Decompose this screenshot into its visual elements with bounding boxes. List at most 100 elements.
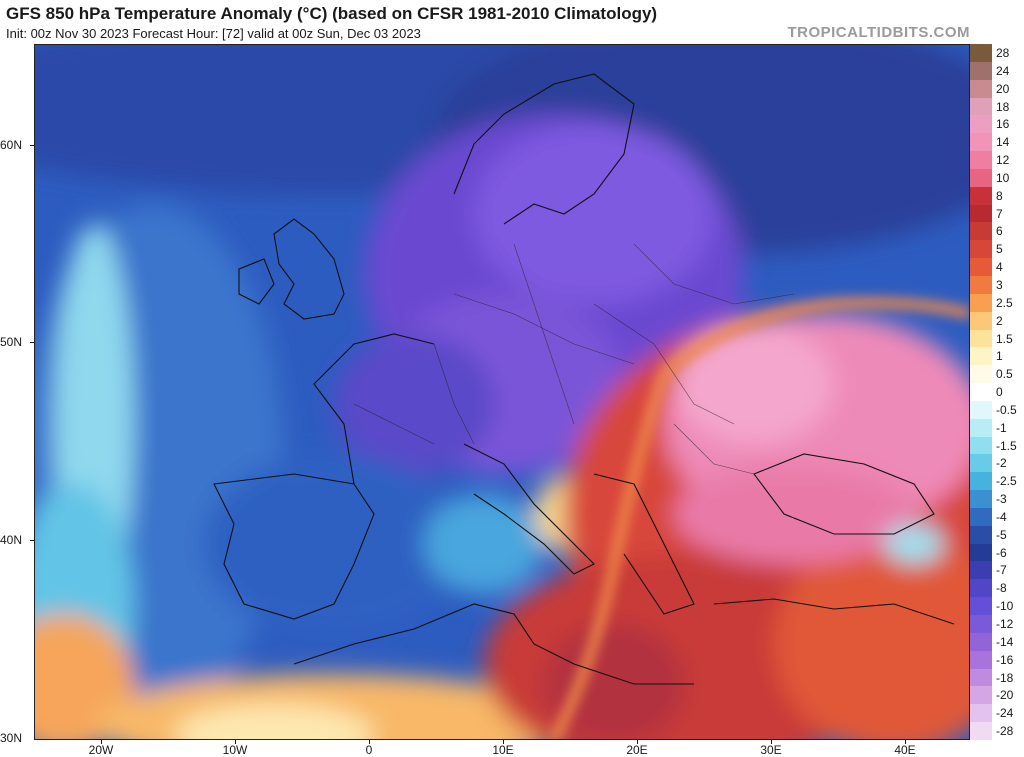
colorbar-swatch: 0 (970, 383, 1022, 401)
colorbar-label: 0.5 (996, 367, 1013, 382)
colorbar-swatch: 0.5 (970, 365, 1022, 384)
lon-label-20e: 20E (626, 743, 648, 757)
coastlines (213, 73, 955, 685)
colorbar-swatch: -14 (970, 632, 1022, 651)
colorbar-color (970, 383, 992, 401)
colorbar-color (970, 186, 992, 205)
colorbar-label: 2.5 (996, 295, 1013, 310)
colorbar-swatch: -2 (970, 454, 1022, 473)
lon-label-10w: 10W (222, 743, 248, 757)
colorbar-label: -10 (996, 599, 1014, 614)
colorbar-swatch: -7 (970, 561, 1022, 580)
colorbar-color (970, 240, 992, 259)
colorbar-swatch: 20 (970, 79, 1022, 98)
colorbar-color (970, 722, 992, 740)
colorbar-swatch: -28 (970, 722, 1022, 740)
colorbar-label: 14 (996, 135, 1010, 150)
anomaly-field (34, 44, 970, 740)
colorbar-label: 1.5 (996, 331, 1013, 346)
colorbar-label: -20 (996, 688, 1014, 703)
colorbar-label: 4 (996, 260, 1003, 275)
colorbar-swatch: 24 (970, 61, 1022, 80)
colorbar-color (970, 311, 992, 330)
colorbar-color (970, 61, 992, 80)
colorbar-color (970, 133, 992, 152)
colorbar-swatch: 18 (970, 97, 1022, 116)
colorbar-swatch: 3 (970, 275, 1022, 294)
colorbar-swatch: -6 (970, 543, 1022, 562)
colorbar-label: -24 (996, 706, 1014, 721)
colorbar-swatch: -8 (970, 579, 1022, 598)
colorbar-swatch: -1.5 (970, 436, 1022, 455)
colorbar-swatch: 4 (970, 258, 1022, 276)
colorbar-color (970, 454, 992, 473)
colorbar-color (970, 686, 992, 705)
colorbar-label: 8 (996, 188, 1003, 203)
colorbar-color (970, 472, 992, 491)
colorbar-swatch: -24 (970, 704, 1022, 723)
colorbar-color (970, 597, 992, 615)
colorbar-color (970, 615, 992, 633)
lat-label-60n: 60N (0, 138, 23, 152)
colorbar-color (970, 704, 992, 723)
brand-watermark: TROPICALTIDBITS.COM (787, 24, 970, 41)
colorbar-color (970, 561, 992, 580)
colorbar-color (970, 222, 992, 241)
colorbar-label: 1 (996, 349, 1003, 364)
colorbar-label: -1 (996, 420, 1007, 435)
chart-subtitle: Init: 00z Nov 30 2023 Forecast Hour: [72… (6, 26, 421, 41)
colorbar-color (970, 507, 992, 526)
colorbar-color (970, 44, 992, 62)
colorbar-swatch: -3 (970, 490, 1022, 508)
colorbar-color (970, 275, 992, 294)
colorbar-label: 18 (996, 99, 1010, 114)
lon-label-20w: 20W (88, 743, 114, 757)
colorbar-color (970, 543, 992, 562)
colorbar-label: 6 (996, 224, 1003, 239)
colorbar-color (970, 293, 992, 312)
colorbar-label: -7 (996, 563, 1007, 578)
colorbar-label: 20 (996, 81, 1010, 96)
lon-label-10e: 10E (492, 743, 514, 757)
colorbar-swatch: 2.5 (970, 293, 1022, 312)
colorbar-color (970, 525, 992, 544)
colorbar-swatch: -5 (970, 525, 1022, 544)
colorbar-label: -2.5 (996, 474, 1017, 489)
colorbar-color (970, 365, 992, 384)
colorbar-color (970, 329, 992, 348)
colorbar-swatch: -1 (970, 418, 1022, 437)
colorbar-label: -2 (996, 456, 1007, 471)
colorbar-color (970, 418, 992, 437)
colorbar-label: -6 (996, 545, 1007, 560)
colorbar-label: 28 (996, 46, 1010, 60)
colorbar-label: -14 (996, 634, 1014, 649)
anomaly-map (34, 44, 970, 740)
lon-label-30e: 30E (760, 743, 782, 757)
colorbar-swatch: -2.5 (970, 472, 1022, 491)
colorbar-label: -8 (996, 581, 1007, 596)
colorbar-label: -18 (996, 670, 1014, 685)
colorbar-label: 3 (996, 277, 1003, 292)
colorbar-color (970, 97, 992, 116)
colorbar-label: -12 (996, 617, 1014, 631)
lat-label-30n: 30N (0, 731, 23, 745)
colorbar-swatch: 10 (970, 168, 1022, 187)
colorbar-swatch: 5 (970, 240, 1022, 259)
colorbar-color (970, 168, 992, 187)
colorbar-swatch: -10 (970, 597, 1022, 615)
colorbar-color (970, 151, 992, 169)
colorbar-label: 12 (996, 153, 1010, 168)
colorbar-swatch: 7 (970, 204, 1022, 223)
colorbar-label: -28 (996, 724, 1014, 739)
map-frame (34, 44, 970, 740)
colorbar-label: 0 (996, 385, 1003, 400)
colorbar-color (970, 115, 992, 134)
lat-label-50n: 50N (0, 335, 23, 349)
colorbar-label: 2 (996, 313, 1003, 328)
colorbar-label: -4 (996, 509, 1007, 524)
colorbar-color (970, 650, 992, 669)
colorbar-swatch: -16 (970, 650, 1022, 669)
colorbar-swatch: 6 (970, 222, 1022, 241)
colorbar-color (970, 258, 992, 276)
colorbar-swatch: -12 (970, 615, 1022, 633)
